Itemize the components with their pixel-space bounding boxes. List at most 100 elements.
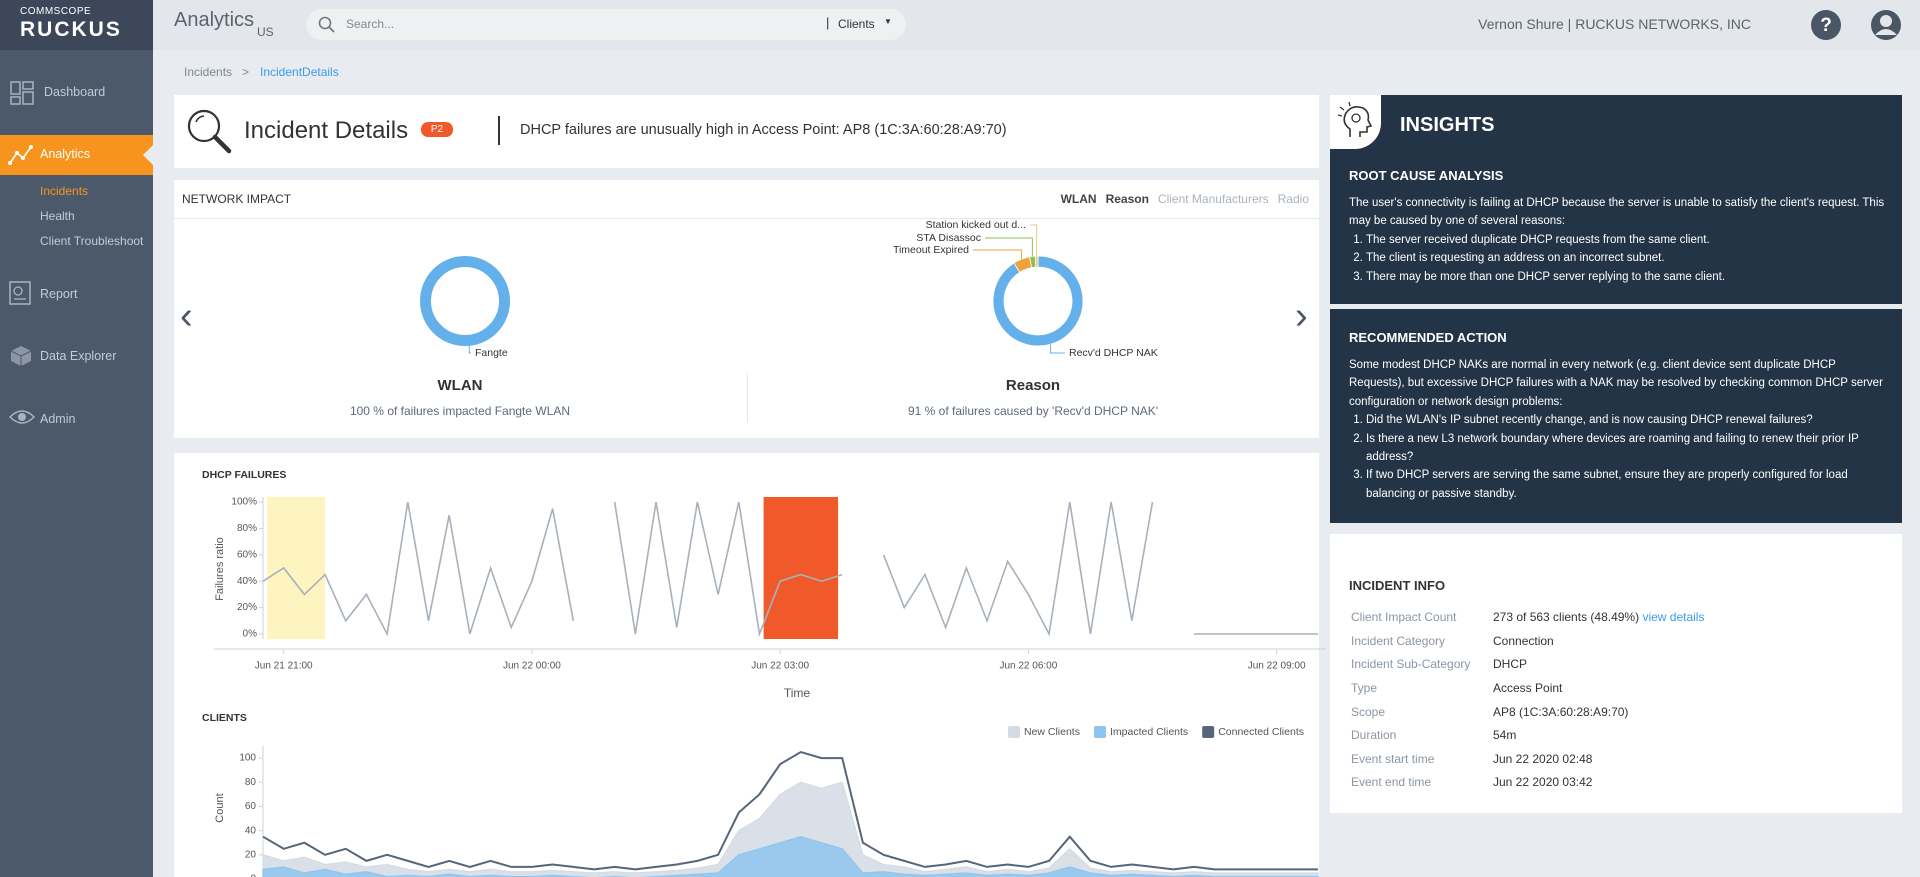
analytics-icon [8, 145, 33, 165]
series-line [262, 750, 1318, 871]
legend-label: Impacted Clients [1110, 726, 1188, 738]
y-axis-label: Failures ratio [214, 537, 226, 601]
info-value: Jun 22 2020 03:42 [1493, 775, 1593, 789]
nav-item[interactable]: Data Explorer [40, 349, 117, 363]
dashboard-icon [10, 81, 34, 105]
priority-badge: P2 [421, 122, 453, 137]
y-axis-label: Count [214, 793, 226, 822]
tab[interactable]: Radio [1277, 192, 1309, 206]
search-placeholder: Search... [346, 17, 395, 31]
info-label: Client Impact Count [1351, 610, 1457, 624]
info-value: 54m [1493, 728, 1517, 742]
avatar[interactable] [1870, 9, 1902, 41]
breadcrumb-separator: > [242, 65, 250, 79]
slice-label: Recv'd DHCP NAK [1069, 347, 1158, 359]
leader-line [973, 249, 1022, 260]
logo[interactable]: COMMSCOPE RUCKUS [0, 0, 153, 50]
separator: | [826, 15, 830, 30]
region[interactable]: US [257, 25, 274, 39]
report-icon [9, 281, 31, 305]
info-label: Duration [1351, 728, 1397, 742]
nav-subitem[interactable]: Incidents [40, 184, 89, 198]
donut-caption-text: 91 % of failures caused by 'Recv'd DHCP … [907, 404, 1159, 418]
x-tick-label: Jun 22 00:00 [503, 661, 561, 672]
sidebar: Dashboard Analytics Incidents Health Cli… [0, 50, 153, 877]
y-tick-label: 40 [245, 825, 257, 836]
legend-swatch [1007, 726, 1020, 738]
breadcrumb-item[interactable]: IncidentDetails [260, 65, 339, 79]
nav-subitem[interactable]: Client Troubleshoot [40, 234, 144, 248]
paragraph: The user's connectivity is failing at DH… [1349, 197, 1885, 228]
slice-label: Fangte [475, 347, 508, 359]
view-details-link[interactable]: view details [1642, 610, 1705, 624]
list-item: If two DHCP servers are serving the same… [1366, 466, 1889, 503]
donut-title-text: WLAN [437, 377, 483, 394]
search-icon [318, 16, 335, 33]
leader-line [468, 345, 471, 354]
info-label: Incident Category [1351, 634, 1446, 648]
user-name[interactable]: Vernon Shure | RUCKUS NETWORKS, INC [1478, 16, 1751, 32]
search-box[interactable]: Search... | Clients ▼ [306, 9, 906, 40]
section-heading: RECOMMENDED ACTION [1349, 330, 1507, 345]
y-tick-label: 100 [239, 753, 256, 764]
root-cause-panel: INSIGHTS ROOT CAUSE ANALYSIS The user's … [1330, 95, 1902, 304]
list-item: Is there a new L3 network boundary where… [1366, 430, 1889, 467]
y-tick-label: 40% [237, 576, 257, 587]
chart-title: CLIENTS [202, 712, 247, 724]
x-axis-label: Time [784, 686, 811, 700]
nav-item[interactable]: Analytics [40, 147, 91, 161]
nav-item[interactable]: Admin [40, 412, 76, 426]
list-item: The client is requesting an address on a… [1366, 249, 1889, 267]
series-area [262, 781, 1319, 877]
list: Did the WLAN's IP subnet recently change… [1349, 411, 1889, 503]
nav-item[interactable]: Report [40, 287, 78, 301]
tab[interactable]: Client Manufacturers [1157, 192, 1269, 206]
paragraph: Some modest DHCP NAKs are normal in ever… [1349, 359, 1883, 408]
chart-title: DHCP FAILURES [202, 469, 286, 481]
next-arrow[interactable]: › [1295, 295, 1308, 337]
divider [498, 116, 500, 145]
tab[interactable]: Reason [1105, 192, 1149, 206]
info-value: Connection [1493, 634, 1554, 648]
root-cause-text: The user's connectivity is failing at DH… [1349, 194, 1889, 286]
x-tick-label: Jun 21 21:00 [255, 661, 313, 672]
y-tick-label: 20 [245, 849, 257, 860]
donut-slice [992, 255, 1084, 347]
tabs: WLAN Reason Client Manufacturers Radio [1061, 192, 1309, 206]
help-icon[interactable]: ? [1810, 9, 1842, 41]
highlight-band [763, 497, 839, 639]
brand: RUCKUS [20, 18, 122, 41]
info-value: DHCP [1493, 657, 1528, 671]
y-tick-label: 60% [237, 549, 257, 560]
data-explorer-icon [10, 346, 32, 366]
leader-line [1030, 224, 1038, 257]
legend-label: Connected Clients [1218, 726, 1304, 738]
x-tick-label: Jun 22 09:00 [1248, 661, 1306, 672]
info-label: Type [1351, 681, 1378, 695]
incident-icon [187, 109, 232, 154]
recommended-panel: RECOMMENDED ACTION Some modest DHCP NAKs… [1330, 309, 1902, 523]
insights-title: INSIGHTS [1400, 114, 1495, 136]
breadcrumb-item[interactable]: Incidents [184, 65, 233, 79]
tab[interactable]: WLAN [1060, 192, 1097, 206]
search-scope[interactable]: Clients [838, 17, 875, 31]
section-heading: ROOT CAUSE ANALYSIS [1349, 168, 1504, 183]
highlight-band [267, 497, 326, 639]
info-label: Incident Sub-Category [1351, 657, 1471, 671]
info-value: 273 of 563 clients (48.49%) view details [1493, 610, 1704, 624]
legend-swatch [1202, 726, 1215, 738]
y-tick-label: 80 [245, 777, 257, 788]
slice-label: Timeout Expired [893, 244, 969, 256]
legend-swatch [1093, 726, 1106, 738]
nav-item[interactable]: Dashboard [44, 85, 106, 99]
x-tick-label: Jun 22 06:00 [999, 661, 1057, 672]
slice-label: Station kicked out d... [926, 219, 1026, 231]
series-area [262, 836, 1319, 877]
prev-arrow[interactable]: ‹ [180, 295, 193, 337]
list-item: There may be more than one DHCP server r… [1366, 268, 1889, 286]
info-value: Access Point [1493, 681, 1563, 695]
info-value: Jun 22 2020 02:48 [1493, 752, 1593, 766]
nav-subitem[interactable]: Health [40, 209, 75, 223]
